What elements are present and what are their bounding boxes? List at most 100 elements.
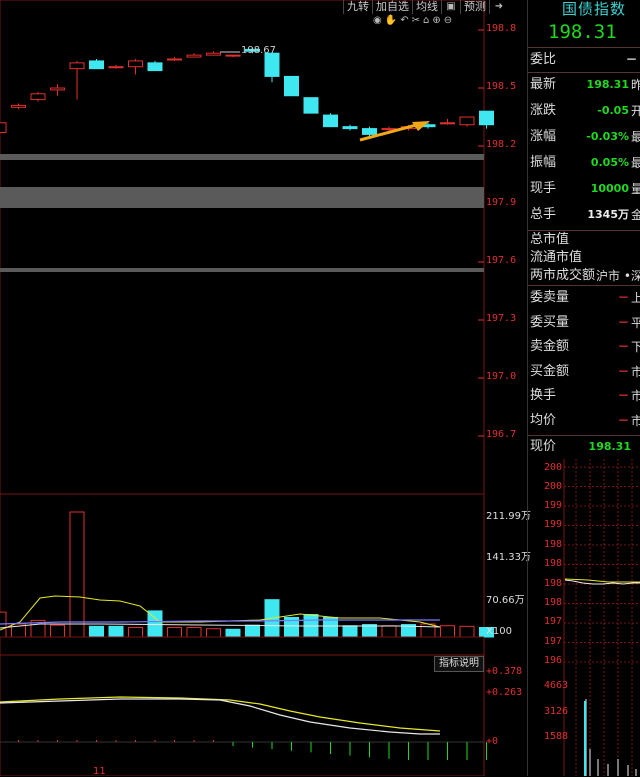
order-label: 卖金额 bbox=[530, 339, 570, 354]
mini-axis-tick: 199 bbox=[544, 519, 563, 530]
moving-average-button[interactable]: 均线 bbox=[412, 0, 441, 14]
gray-band bbox=[0, 154, 484, 160]
candle-body bbox=[11, 104, 26, 108]
candle-body bbox=[108, 66, 124, 69]
order-value: － bbox=[618, 315, 629, 329]
index-price: 198.31 bbox=[548, 21, 617, 43]
order-row: 均价 －市 bbox=[528, 410, 640, 432]
order-tail: 市 bbox=[631, 364, 640, 379]
market-value-label: 总市值 bbox=[530, 232, 570, 247]
zoom-in-icon[interactable]: ⊕ bbox=[432, 15, 441, 26]
volume-bar bbox=[440, 625, 455, 638]
candle-body bbox=[479, 110, 494, 126]
macd-tick-top: +0.378 bbox=[486, 666, 523, 677]
order-tail: 下 bbox=[631, 340, 640, 354]
mini-timeline-chart[interactable] bbox=[528, 459, 640, 776]
macd-dif-line bbox=[0, 698, 440, 735]
macd-tick-zero: +0 bbox=[486, 736, 499, 747]
volume-bar bbox=[0, 611, 7, 638]
hand-icon[interactable]: ✋ bbox=[384, 15, 398, 26]
now-price-row: 现价 198.31 bbox=[528, 436, 640, 458]
candle-body bbox=[30, 93, 46, 101]
kline-chart-area[interactable] bbox=[0, 0, 527, 776]
annotation-arrow-head bbox=[412, 121, 430, 131]
volume-bar bbox=[225, 628, 241, 638]
chart-toolbar: 九转 加自选 均线 ▣ 预测 ➜ bbox=[343, 0, 508, 14]
gray-band bbox=[0, 187, 484, 208]
mini-axis-tick: 198 bbox=[544, 578, 563, 589]
add-watchlist-button[interactable]: 加自选 bbox=[372, 0, 412, 14]
volume-bar bbox=[89, 625, 104, 638]
quote-label: 现手 bbox=[530, 181, 557, 196]
quote-tail: 量 bbox=[631, 182, 640, 196]
candle-body bbox=[186, 54, 202, 58]
quote-value: 1345万 bbox=[587, 208, 629, 221]
market-value-row: 两市成交额 bbox=[528, 267, 640, 285]
order-row: 委卖量 －上 bbox=[528, 287, 640, 309]
eye-icon[interactable]: ◉ bbox=[373, 15, 382, 26]
quote-tail: 昨 bbox=[631, 78, 640, 92]
now-price-label: 现价 bbox=[530, 439, 557, 454]
order-tail: 平 bbox=[631, 315, 640, 330]
zoom-out-icon[interactable]: ⊖ bbox=[443, 15, 453, 26]
candle-body bbox=[206, 52, 221, 56]
macd-tick-mid: +0.263 bbox=[486, 687, 523, 698]
mini-axis-tick: 198 bbox=[544, 539, 563, 550]
mini-axis-tick: 197 bbox=[544, 636, 563, 647]
mini-avg-line bbox=[564, 578, 640, 583]
candle-body bbox=[284, 75, 299, 97]
kline-chart-svg[interactable] bbox=[0, 0, 527, 776]
quote-label: 振幅 bbox=[530, 155, 557, 170]
order-tail: 市 bbox=[631, 413, 640, 428]
price-tick: 197.3 bbox=[486, 313, 517, 324]
quote-tail: 最 bbox=[631, 130, 640, 144]
quote-value: 198.31 bbox=[586, 78, 629, 91]
candle-body bbox=[147, 62, 163, 72]
undo-icon[interactable]: ↶ bbox=[400, 15, 409, 26]
volume-bar bbox=[420, 623, 436, 638]
two-market-tail: 沪市 •深 bbox=[596, 269, 640, 283]
order-row: 卖金额 －下 bbox=[528, 336, 640, 358]
quote-panel: 国债指数 198.31 委比 － 最新 198.31 昨涨跌 -0.05 开涨幅 -0.0… bbox=[527, 0, 640, 776]
index-title: 国债指数 bbox=[562, 0, 627, 18]
weibi-label: 委比 bbox=[530, 52, 557, 67]
order-label: 委买量 bbox=[530, 314, 570, 330]
candle-body bbox=[323, 114, 338, 128]
lock-icon[interactable]: ⌂ bbox=[422, 15, 430, 26]
order-value: － bbox=[618, 364, 629, 378]
volume-bar bbox=[69, 511, 85, 638]
market-value-row: 流通市值 bbox=[528, 249, 640, 267]
quote-tail: 开 bbox=[631, 104, 640, 118]
jiuzhuan-button[interactable]: 九转 bbox=[343, 0, 372, 14]
candle-body bbox=[264, 52, 280, 77]
market-value-label: 流通市值 bbox=[530, 250, 583, 265]
quote-label: 涨幅 bbox=[530, 129, 557, 144]
quote-row: 涨幅 -0.03% 最 bbox=[528, 126, 640, 148]
volume-bar bbox=[50, 624, 65, 638]
volume-bar bbox=[381, 625, 397, 638]
window-icon[interactable]: ▣ bbox=[441, 0, 460, 14]
forecast-button[interactable]: 预测 bbox=[460, 0, 489, 14]
weibi-value: － bbox=[626, 53, 637, 66]
quote-label: 涨跌 bbox=[530, 103, 557, 118]
candle-body bbox=[50, 87, 65, 91]
mini-axis-tick: 3126 bbox=[544, 706, 569, 717]
exit-icon[interactable]: ➜ bbox=[489, 0, 508, 14]
quote-value: 0.05% bbox=[590, 156, 629, 169]
annotation-arrow bbox=[359, 122, 421, 142]
volume-bar bbox=[459, 625, 475, 638]
volume-ma-white bbox=[0, 623, 441, 629]
indicator-help-button[interactable]: 指标说明 bbox=[434, 656, 484, 672]
scissors-icon[interactable]: ✂ bbox=[411, 15, 420, 26]
mini-axis-tick: 4663 bbox=[544, 680, 569, 691]
quote-row: 总手 1345万金 bbox=[528, 204, 640, 226]
quote-tail: 最 bbox=[631, 156, 640, 170]
quote-label: 总手 bbox=[530, 207, 557, 222]
quote-row: 涨跌 -0.05 开 bbox=[528, 100, 640, 122]
order-value: － bbox=[618, 340, 629, 353]
volume-bar bbox=[167, 627, 182, 638]
volume-tick-mid: 141.33万 bbox=[486, 552, 531, 563]
candle-body bbox=[167, 58, 182, 61]
price-tick: 197.9 bbox=[486, 197, 517, 208]
volume-ma-yellow bbox=[0, 595, 441, 631]
